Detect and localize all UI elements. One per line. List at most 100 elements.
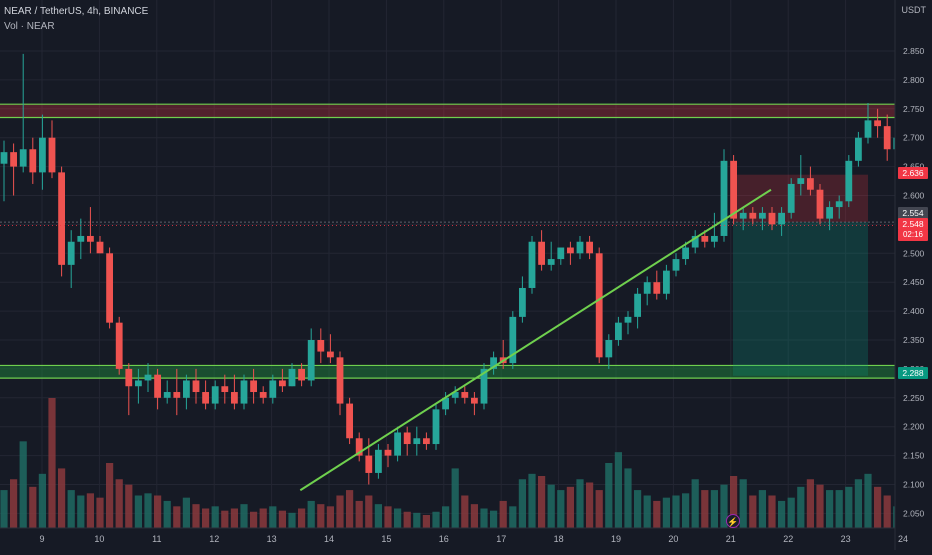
volume-bar [29, 487, 36, 528]
time-tick-label: 16 [439, 534, 449, 544]
volume-bar [10, 479, 17, 528]
candle-body [605, 340, 612, 357]
volume-bar [884, 496, 891, 529]
volume-bar [423, 515, 430, 528]
volume-bar [356, 501, 363, 528]
candle-body [269, 380, 276, 397]
candle-body [797, 178, 804, 184]
volume-bar [116, 479, 123, 528]
candle-body [164, 392, 171, 398]
candle-body [577, 242, 584, 254]
short-position-tool[interactable] [0, 175, 895, 376]
price-tick-label: 2.350 [903, 335, 925, 345]
candle-body [212, 386, 219, 403]
candle-body [788, 184, 795, 213]
volume-bar [87, 493, 94, 528]
candle-body [413, 438, 420, 444]
price-tick-label: 2.450 [903, 277, 925, 287]
time-tick-label: 14 [324, 534, 334, 544]
volume-bar [461, 496, 468, 529]
candle-body [106, 253, 113, 322]
volume-bar [836, 490, 843, 528]
candle-body [634, 294, 641, 317]
volume-bar [663, 498, 670, 528]
price-axis[interactable]: 2.8502.8002.7502.7002.6502.6002.5502.500… [895, 0, 932, 550]
volume-bar [452, 468, 459, 528]
volume-bar [212, 506, 219, 528]
candle-body [567, 248, 574, 254]
volume-bar [336, 496, 343, 529]
candle-body [653, 282, 660, 294]
volume-bar [701, 490, 708, 528]
candle-body [385, 450, 392, 456]
candle-body [865, 120, 872, 137]
symbol-title[interactable]: NEAR / TetherUS, 4h, BINANCE [4, 6, 148, 17]
candle-body [644, 282, 651, 294]
time-tick-label: 23 [841, 534, 851, 544]
candle-body [39, 138, 46, 173]
volume-bar [807, 479, 814, 528]
candle-body [365, 456, 372, 473]
volume-bar [404, 512, 411, 528]
time-tick-label: 21 [726, 534, 736, 544]
candle-body [855, 138, 862, 161]
volume-bar [644, 496, 651, 529]
candle-body [298, 369, 305, 381]
candle-body [682, 248, 689, 260]
take-profit-area [733, 222, 868, 376]
volume-bar [797, 487, 804, 528]
currency-label: USDT [902, 5, 927, 15]
volume-bar [183, 498, 190, 528]
volume-bar [308, 501, 315, 528]
volume-bar [855, 479, 862, 528]
volume-bar [864, 474, 871, 528]
time-tick-label: 17 [496, 534, 506, 544]
volume-bar [231, 509, 238, 529]
volume-bar [471, 504, 478, 528]
volume-bar [768, 496, 775, 529]
time-tick-label: 20 [668, 534, 678, 544]
lightning-icon[interactable]: ⚡ [726, 514, 740, 528]
candle-body [202, 392, 209, 404]
time-tick-label: 9 [39, 534, 44, 544]
volume-indicator-label[interactable]: Vol · NEAR [4, 21, 55, 32]
volume-bar [653, 501, 660, 528]
price-tick-label: 2.600 [903, 191, 925, 201]
candle-body [730, 161, 737, 219]
candle-body [154, 375, 161, 398]
volume-bar [317, 504, 324, 528]
volume-bar [192, 504, 199, 528]
price-tick-label: 2.250 [903, 393, 925, 403]
volume-bar [682, 493, 689, 528]
volume-bar [96, 498, 103, 528]
volume-bar [384, 506, 391, 528]
candle-body [749, 213, 756, 219]
volume-bar [480, 509, 487, 529]
volume-bar [778, 501, 785, 528]
volume-bar [634, 490, 641, 528]
price-tick-label: 2.050 [903, 508, 925, 518]
candle-body [289, 369, 296, 386]
candle-body [10, 152, 17, 166]
volume-bar [432, 512, 439, 528]
candle-body [711, 236, 718, 242]
candle-body [68, 242, 75, 265]
volume-bar [586, 483, 593, 529]
candle-body [231, 392, 238, 404]
candle-body [58, 172, 65, 264]
candle-body [327, 352, 334, 358]
candle-body [193, 380, 200, 392]
volume-bar [874, 487, 881, 528]
candle-body [807, 178, 814, 190]
price-tick-label: 2.500 [903, 248, 925, 258]
candle-body [125, 369, 132, 386]
candle-body [279, 380, 286, 386]
candle-body [529, 242, 536, 288]
candle-body [615, 323, 622, 340]
price-tick-label: 2.400 [903, 306, 925, 316]
candle-body [759, 213, 766, 219]
time-tick-label: 13 [267, 534, 277, 544]
